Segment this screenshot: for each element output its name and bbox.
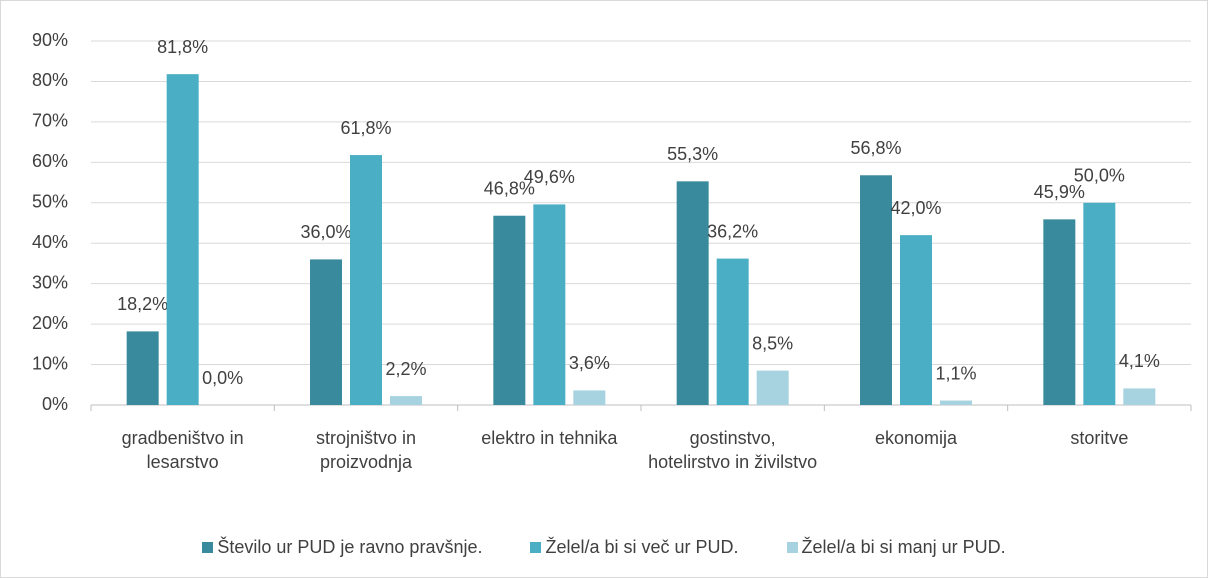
- legend: Število ur PUD je ravno pravšnje. Želel/a…: [1, 537, 1207, 558]
- value-label: 55,3%: [667, 144, 718, 164]
- value-label: 42,0%: [890, 198, 941, 218]
- legend-item: Število ur PUD je ravno pravšnje.: [202, 537, 482, 558]
- legend-swatch: [530, 542, 542, 553]
- value-label: 4,1%: [1119, 351, 1160, 371]
- y-tick-label: 0%: [42, 394, 68, 414]
- y-tick-label: 50%: [32, 192, 68, 212]
- value-label: 81,8%: [157, 37, 208, 57]
- y-tick-label: 80%: [32, 70, 68, 90]
- value-label: 8,5%: [752, 333, 793, 353]
- value-label: 18,2%: [117, 294, 168, 314]
- y-tick-label: 10%: [32, 353, 68, 373]
- value-label: 3,6%: [569, 353, 610, 373]
- bar: [533, 204, 566, 405]
- value-label: 46,8%: [484, 178, 535, 198]
- bar: [390, 396, 422, 405]
- x-tick-label: gostinstvo, hotelirstvo in živilstvo: [648, 428, 818, 472]
- bar: [1083, 202, 1116, 405]
- legend-swatch: [202, 542, 214, 553]
- value-label: 49,6%: [524, 167, 575, 187]
- x-tick-label: ekonomija: [874, 428, 958, 448]
- x-tick-label: storitve: [1070, 428, 1129, 448]
- value-label: 56,8%: [850, 138, 901, 158]
- legend-label: Število ur PUD je ravno pravšnje.: [217, 537, 483, 557]
- value-label: 61,8%: [340, 118, 391, 138]
- bar: [940, 400, 972, 405]
- value-label: 2,2%: [385, 359, 426, 379]
- bar: [350, 155, 382, 405]
- bar: [716, 258, 749, 405]
- bar: [1123, 388, 1156, 405]
- bar: [493, 215, 526, 405]
- x-tick-label: strojništvo in proizvodnja: [315, 428, 417, 472]
- legend-label: Želel/a bi si več ur PUD.: [545, 537, 739, 557]
- bar: [860, 175, 892, 405]
- x-tick-label: gradbeništvo in lesarstvo: [121, 428, 244, 472]
- y-tick-label: 30%: [32, 272, 68, 292]
- legend-item: Želel/a bi si več ur PUD.: [530, 537, 739, 558]
- y-tick-label: 20%: [32, 313, 68, 333]
- value-label: 0,0%: [202, 368, 243, 388]
- bar: [166, 74, 199, 406]
- legend-label: Želel/a bi si manj ur PUD.: [801, 537, 1006, 557]
- y-tick-label: 40%: [32, 232, 68, 252]
- bar: [900, 235, 932, 405]
- value-label: 36,0%: [300, 222, 351, 242]
- value-label: 45,9%: [1034, 182, 1085, 202]
- bar: [310, 259, 342, 405]
- bar: [756, 370, 789, 405]
- value-label: 36,2%: [707, 221, 758, 241]
- value-label: 1,1%: [935, 363, 976, 383]
- bar: [573, 390, 606, 405]
- y-tick-label: 60%: [32, 151, 68, 171]
- bar: [1043, 219, 1076, 405]
- x-tick-label: elektro in tehnika: [481, 428, 618, 448]
- y-tick-label: 90%: [32, 30, 68, 50]
- legend-swatch: [786, 542, 798, 553]
- y-tick-label: 70%: [32, 111, 68, 131]
- bar: [676, 181, 709, 405]
- bar: [126, 331, 159, 405]
- value-label: 50,0%: [1074, 166, 1125, 186]
- legend-item: Želel/a bi si manj ur PUD.: [786, 537, 1006, 558]
